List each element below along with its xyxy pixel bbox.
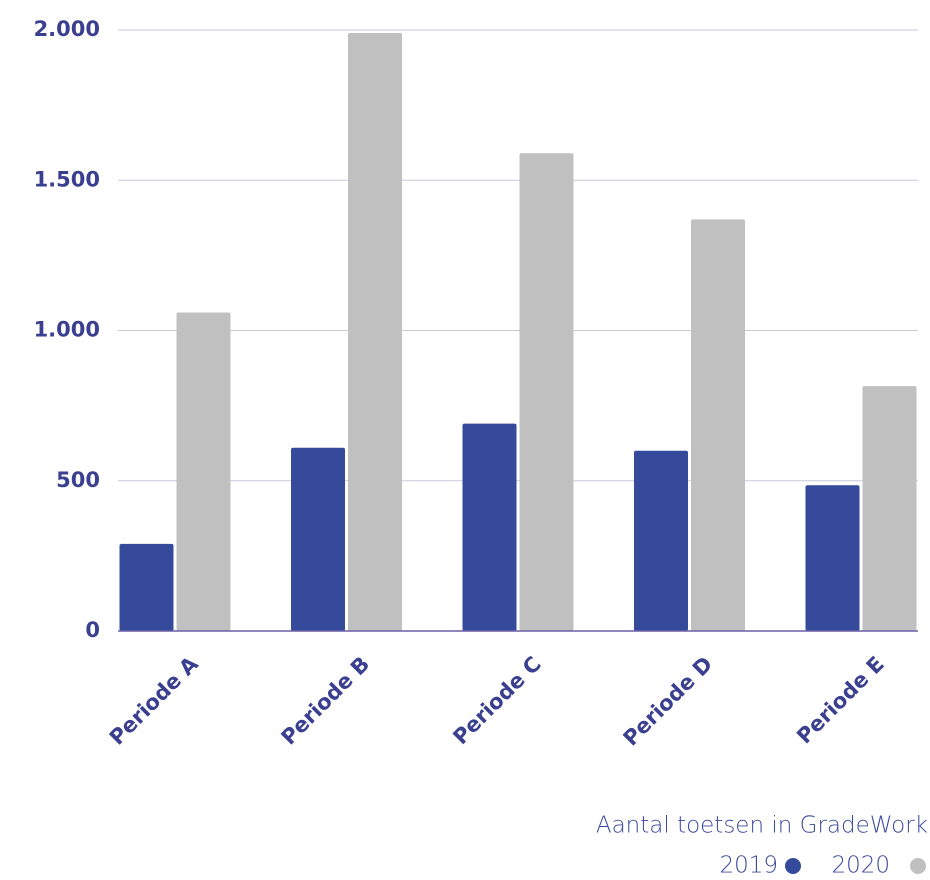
legend-swatch [785,858,801,874]
legend-swatch [910,858,926,874]
bar [634,450,688,631]
bar [176,312,231,631]
y-tick-label: 1.000 [34,318,100,342]
bar [862,386,917,631]
bar [348,33,402,631]
bar [462,423,517,631]
x-tick-label: Periode A [105,651,203,749]
legend-label: 2019 [719,853,778,879]
bar [519,153,574,631]
x-tick-label: Periode E [792,652,889,749]
bar [291,447,345,631]
y-tick-label: 500 [56,468,100,492]
bar [691,219,745,631]
x-tick-label: Periode D [619,652,718,751]
bar [119,543,174,631]
y-tick-label: 2.000 [34,17,100,41]
legend-title: Aantal toetsen in GradeWork [596,813,928,839]
legend-label: 2020 [831,853,890,879]
x-tick-label: Periode B [277,652,375,750]
y-tick-label: 0 [85,618,100,642]
x-tick-label: Periode C [448,652,545,749]
bar [805,485,860,631]
y-tick-label: 1.500 [34,167,100,191]
